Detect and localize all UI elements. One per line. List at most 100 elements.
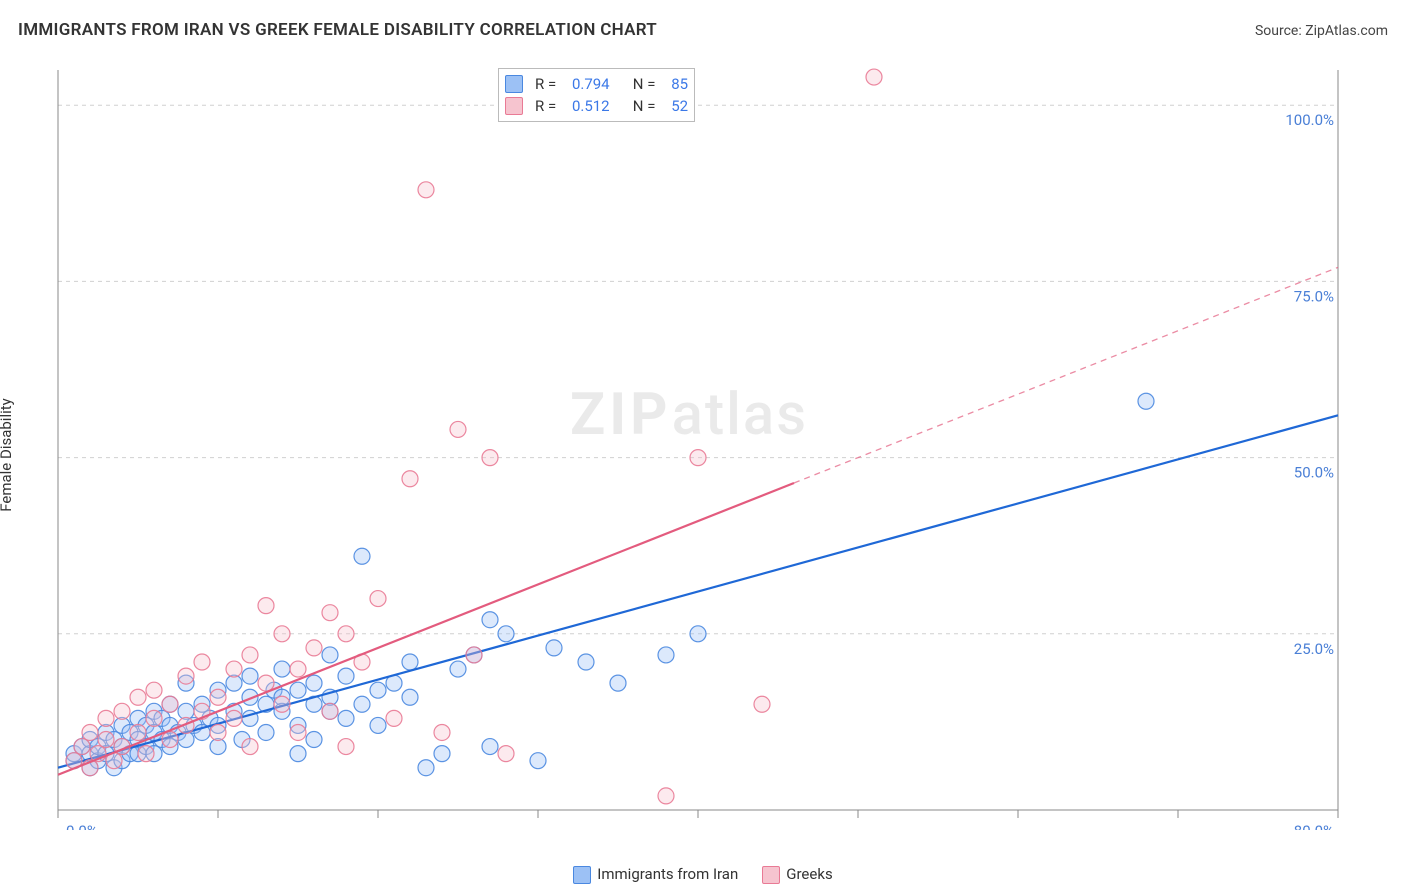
data-point-greek <box>338 739 354 755</box>
data-point-iran <box>690 626 706 642</box>
data-point-iran <box>306 732 322 748</box>
x-tick-label: 80.0% <box>1294 822 1334 830</box>
data-point-greek <box>866 69 882 85</box>
scatter-chart: 25.0%50.0%75.0%100.0%0.0%80.0% R = 0.794… <box>48 60 1348 830</box>
data-point-iran <box>610 675 626 691</box>
data-point-iran <box>370 682 386 698</box>
data-point-greek <box>146 682 162 698</box>
data-point-greek <box>162 732 178 748</box>
chart-title: IMMIGRANTS FROM IRAN VS GREEK FEMALE DIS… <box>18 20 657 40</box>
legend-swatch-iran <box>573 866 591 884</box>
data-point-iran <box>578 654 594 670</box>
data-point-greek <box>178 668 194 684</box>
legend-label-iran: Immigrants from Iran <box>597 865 738 883</box>
data-point-greek <box>258 675 274 691</box>
stats-legend-box: R = 0.794 N = 85R = 0.512 N = 52 <box>498 68 695 122</box>
data-point-greek <box>146 710 162 726</box>
data-point-iran <box>338 710 354 726</box>
data-point-greek <box>242 647 258 663</box>
data-point-greek <box>466 647 482 663</box>
data-point-greek <box>338 626 354 642</box>
legend-swatch-greek <box>505 97 523 115</box>
legend-item-iran: Immigrants from Iran <box>573 865 738 884</box>
data-point-greek <box>658 788 674 804</box>
x-tick-label: 0.0% <box>66 822 98 830</box>
legend-n-label: N = <box>633 75 656 93</box>
data-point-greek <box>210 689 226 705</box>
legend-r-label: R = <box>535 97 556 115</box>
trend-line-greek-extrapolated <box>794 267 1338 483</box>
data-point-iran <box>290 682 306 698</box>
data-point-iran <box>338 668 354 684</box>
data-point-iran <box>402 654 418 670</box>
legend-n-label: N = <box>633 97 656 115</box>
source-attribution: Source: ZipAtlas.com <box>1255 23 1388 39</box>
source-link[interactable]: ZipAtlas.com <box>1305 23 1388 39</box>
data-point-iran <box>354 548 370 564</box>
data-point-iran <box>370 717 386 733</box>
data-point-iran <box>274 661 290 677</box>
legend-label-greek: Greeks <box>786 865 832 883</box>
data-point-greek <box>290 724 306 740</box>
data-point-iran <box>322 647 338 663</box>
data-point-greek <box>130 724 146 740</box>
y-tick-label: 75.0% <box>1294 287 1334 305</box>
data-point-greek <box>322 605 338 621</box>
data-point-greek <box>370 591 386 607</box>
data-point-greek <box>98 710 114 726</box>
data-point-iran <box>530 753 546 769</box>
data-point-greek <box>386 710 402 726</box>
data-point-greek <box>402 471 418 487</box>
data-point-greek <box>226 661 242 677</box>
data-point-iran <box>306 675 322 691</box>
data-point-greek <box>274 696 290 712</box>
series-legend: Immigrants from Iran Greeks <box>0 865 1406 884</box>
data-point-iran <box>546 640 562 656</box>
data-point-iran <box>1138 393 1154 409</box>
data-point-iran <box>402 689 418 705</box>
data-point-greek <box>482 450 498 466</box>
data-point-greek <box>114 703 130 719</box>
data-point-greek <box>194 654 210 670</box>
data-point-greek <box>690 450 706 466</box>
data-point-greek <box>322 703 338 719</box>
chart-svg: 25.0% 50.0% 75.0% 100.0% 0.0% 80.0% <box>48 60 1348 830</box>
data-point-greek <box>74 739 90 755</box>
data-point-iran <box>482 612 498 628</box>
data-point-greek <box>274 626 290 642</box>
y-tick-label: 100.0% <box>1285 111 1334 129</box>
data-point-iran <box>354 696 370 712</box>
data-point-greek <box>450 421 466 437</box>
data-point-iran <box>498 626 514 642</box>
data-point-iran <box>290 746 306 762</box>
data-point-greek <box>418 182 434 198</box>
data-point-iran <box>242 668 258 684</box>
trend-line-greek <box>58 483 794 775</box>
data-point-greek <box>226 710 242 726</box>
data-point-greek <box>242 739 258 755</box>
legend-swatch-iran <box>505 75 523 93</box>
y-tick-label: 50.0% <box>1294 464 1334 482</box>
data-point-greek <box>82 724 98 740</box>
data-point-iran <box>658 647 674 663</box>
data-point-greek <box>498 746 514 762</box>
legend-n-value-greek: 52 <box>671 97 688 115</box>
data-point-greek <box>290 661 306 677</box>
data-point-iran <box>482 739 498 755</box>
legend-swatch-greek <box>762 866 780 884</box>
y-tick-label: 25.0% <box>1294 640 1334 658</box>
data-point-greek <box>754 696 770 712</box>
legend-r-value-greek: 0.512 <box>572 97 610 115</box>
y-axis-label: Female Disability <box>0 398 15 512</box>
data-point-greek <box>138 746 154 762</box>
legend-n-value-iran: 85 <box>671 75 688 93</box>
data-point-greek <box>306 640 322 656</box>
data-point-greek <box>162 696 178 712</box>
data-point-iran <box>450 661 466 677</box>
data-point-greek <box>98 732 114 748</box>
legend-r-label: R = <box>535 75 556 93</box>
stats-legend-row-greek: R = 0.512 N = 52 <box>505 95 688 117</box>
data-point-iran <box>434 746 450 762</box>
data-point-iran <box>258 724 274 740</box>
data-point-greek <box>434 724 450 740</box>
